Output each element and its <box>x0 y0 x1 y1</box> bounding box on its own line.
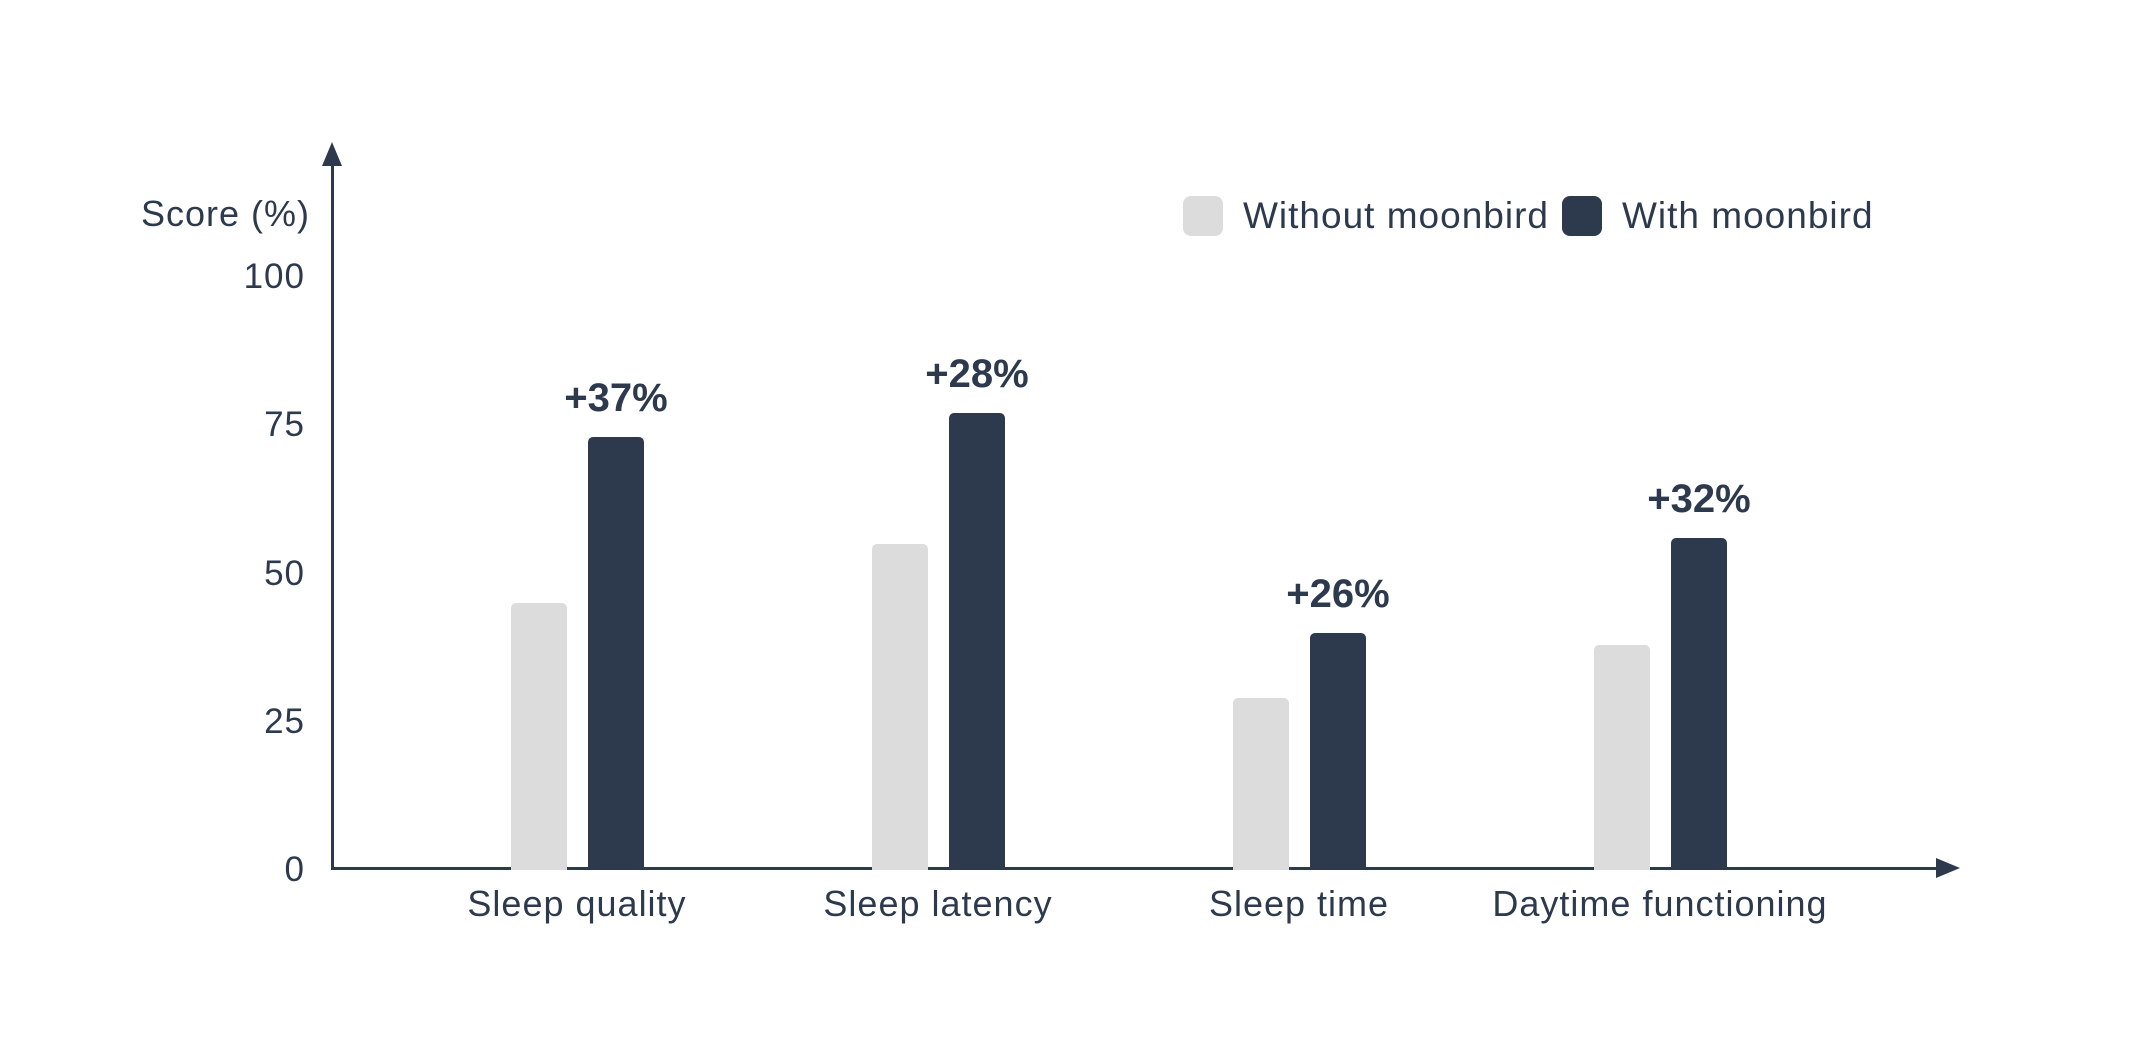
category-label: Sleep time <box>1208 883 1390 924</box>
category-label: Sleep quality <box>467 883 687 924</box>
bar-with-moonbird <box>1310 632 1366 870</box>
y-axis-title: Score (%) <box>140 193 310 234</box>
bar-group: +28% Sleep latency <box>823 277 1051 924</box>
improvement-annotation: +28% <box>925 352 1029 397</box>
y-tick-label: 25 <box>264 701 305 741</box>
y-tick-label: 0 <box>284 850 305 889</box>
improvement-annotation: +32% <box>1647 476 1751 521</box>
bar-group: +26% Sleep time <box>1209 277 1390 924</box>
legend-item-without-moonbird: Without moonbird <box>1183 194 1549 238</box>
legend-label-with-moonbird: With moonbird <box>1622 195 1874 236</box>
legend-swatch-with-moonbird-icon <box>1562 196 1602 236</box>
improvement-annotation: +37% <box>564 376 668 421</box>
category-label: Sleep latency <box>823 883 1053 924</box>
category-label: Daytime functioning <box>1492 883 1828 924</box>
y-axis-line <box>331 160 334 870</box>
bar-group: +37% Sleep quality <box>467 277 685 924</box>
x-axis-arrow-icon <box>1936 858 1960 878</box>
bar-without-moonbird <box>1594 644 1650 870</box>
x-axis-line <box>333 867 1938 870</box>
y-tick-label: 75 <box>264 405 305 445</box>
bar-without-moonbird <box>872 543 928 870</box>
improvement-annotation: +26% <box>1286 571 1390 616</box>
plot-area: +37% Sleep quality +28% Sleep latency +26% Sl… <box>333 277 1958 924</box>
y-axis-arrow-icon <box>322 142 342 166</box>
bar-without-moonbird <box>511 603 567 870</box>
y-tick-label: 100 <box>243 257 305 296</box>
legend-item-with-moonbird: With moonbird <box>1562 194 1874 238</box>
bar-without-moonbird <box>1233 698 1289 870</box>
y-tick-label: 50 <box>264 553 305 593</box>
legend-swatch-without-moonbird-icon <box>1183 196 1223 236</box>
bar-with-moonbird <box>1671 537 1727 870</box>
bar-with-moonbird <box>588 437 644 870</box>
legend-label-without-moonbird: Without moonbird <box>1243 195 1549 236</box>
bar-with-moonbird <box>949 413 1005 870</box>
bar-group: +32% Daytime functioning <box>1492 277 1826 924</box>
